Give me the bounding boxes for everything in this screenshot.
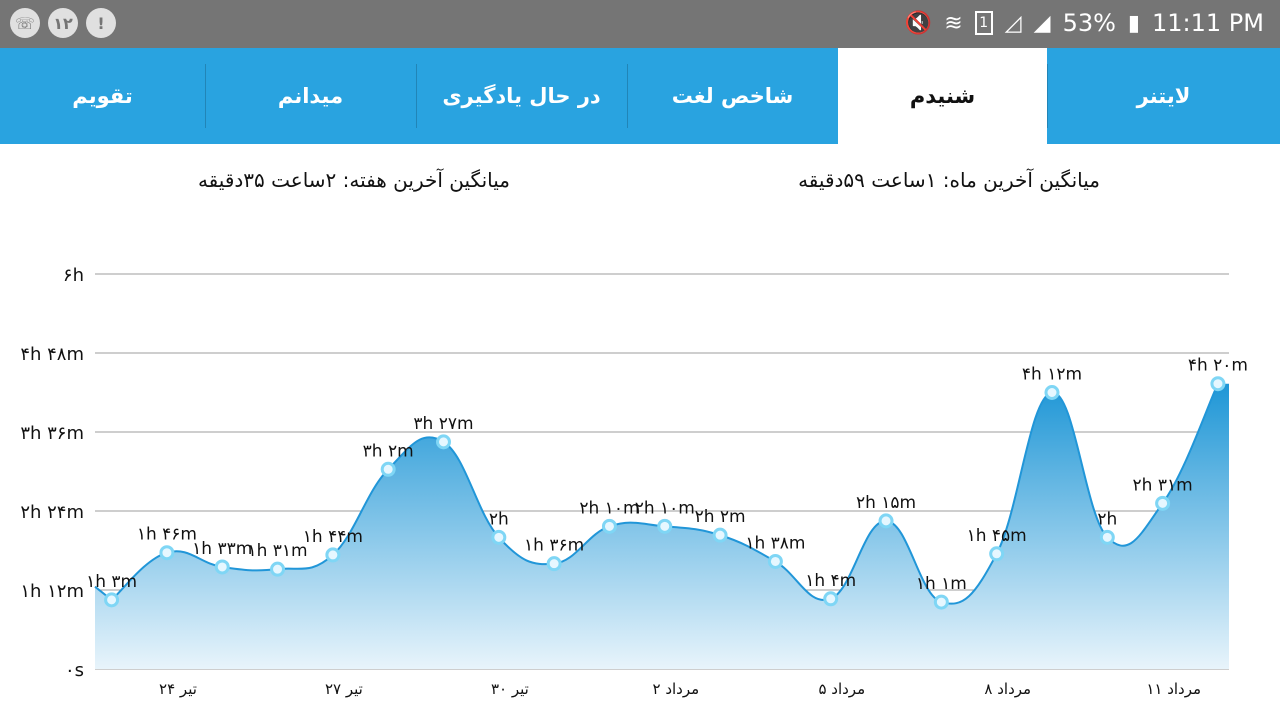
x-tick-label: ۵ مرداد [818,680,865,698]
chart: ۰s ۱h ۱۲m ۲h ۲۴m ۳h ۳۶m ۴h ۴۸m ۶h ۱h ۳m ۱h ۴۶m… [0,240,1280,720]
data-point[interactable] [325,547,341,563]
whatsapp-icon: ☏ [10,8,40,38]
status-left-icons: ☏ ۱۲ ! [10,8,116,38]
data-point[interactable] [767,553,783,569]
data-label: ۴h ۱۲m [1022,365,1082,385]
data-point[interactable] [1044,385,1060,400]
status-right: 🔇 ≋ 1 ◿ ◢ 53% ▮ 11:11 PM [905,9,1264,37]
wifi-icon: ≋ [944,10,963,36]
tab-known[interactable]: میدانم [205,48,416,144]
data-label: ۲h [1097,509,1117,529]
x-tick-label: ۳۰ تیر [491,680,529,698]
battery-percent: 53% [1062,9,1116,37]
data-point[interactable] [933,594,949,610]
x-tick-label: ۲۴ تیر [159,680,197,698]
month-average: میانگین آخرین ماه: ۱ساعت ۵۹دقیقه [798,168,1100,192]
data-point[interactable] [491,529,507,545]
data-point[interactable] [989,546,1005,562]
data-point[interactable] [435,434,451,450]
data-label: ۱h ۳۱m [247,541,307,561]
tab-heard[interactable]: شنیدم [838,48,1047,144]
data-label: ۲h ۱۰m [579,498,639,518]
data-point[interactable] [712,527,728,543]
alert-icon: ! [86,8,116,38]
data-label: ۲h ۱۵m [856,493,916,513]
battery-icon: ▮ [1127,10,1141,36]
data-label: ۴h ۲۰m [1188,356,1248,376]
data-point[interactable] [657,518,673,534]
data-label: ۳h ۲m [363,441,414,461]
y-tick-label: ۶h [63,265,84,286]
y-tick-label: ۳h ۳۶m [20,423,84,444]
data-label: ۳h ۲۷m [413,414,473,434]
data-point[interactable] [104,592,120,608]
data-point[interactable] [159,545,175,561]
usage-area-chart: ۰s ۱h ۱۲m ۲h ۲۴m ۳h ۳۶m ۴h ۴۸m ۶h ۱h ۳m ۱h ۴۶m… [20,265,1248,698]
data-label: ۱h ۱m [916,574,967,594]
tab-bar: لایتنر شنیدم شاخص لغت در حال یادگیری مید… [0,48,1280,144]
data-label: ۱h ۳۳m [192,539,252,559]
data-point[interactable] [1210,376,1226,392]
data-label: ۲h ۳۱m [1133,475,1193,495]
data-label: ۱h ۴m [805,571,856,591]
data-point[interactable] [1099,529,1115,545]
x-tick-label: ۲۷ تیر [325,680,363,698]
data-point[interactable] [214,559,230,575]
data-label: ۱h ۴۵m [967,526,1027,546]
tab-leitner[interactable]: لایتنر [1047,48,1280,144]
y-tick-label: ۴h ۴۸m [20,344,84,365]
data-label: ۱h ۴۶m [137,525,197,545]
week-average: میانگین آخرین هفته: ۲ساعت ۳۵دقیقه [197,168,510,192]
signal-icon: ◿ [1004,10,1022,36]
data-point[interactable] [380,461,396,477]
y-tick-label: ۱h ۱۲m [20,581,84,602]
status-bar: ☏ ۱۲ ! 🔇 ≋ 1 ◿ ◢ 53% ▮ 11:11 PM [0,0,1280,48]
tab-calendar[interactable]: تقویم [72,84,133,108]
data-label: ۲h ۲m [695,507,746,527]
sim-icon: 1 [974,11,993,35]
stats-row: میانگین آخرین ماه: ۱ساعت ۵۹دقیقه میانگین… [0,168,1280,198]
y-tick-label: ۲h ۲۴m [20,502,84,523]
clock: 11:11 PM [1152,9,1264,37]
x-tick-label: ۸ مرداد [984,680,1031,698]
data-point[interactable] [270,561,286,577]
data-label: ۱h ۴۴m [303,527,363,547]
data-point[interactable] [1155,495,1171,511]
notification-count-icon: ۱۲ [48,8,78,38]
tab-word-index[interactable]: شاخص لغت [627,48,838,144]
signal-icon-2: ◢ [1033,10,1051,36]
data-point[interactable] [878,513,894,529]
tab-learning[interactable]: در حال یادگیری [416,48,627,144]
data-label: ۲h [489,509,509,529]
y-tick-label: ۰s [65,660,84,681]
data-point[interactable] [546,556,562,572]
data-point[interactable] [601,518,617,534]
x-tick-label: ۲ مرداد [652,680,699,698]
data-point[interactable] [823,591,839,607]
data-label: ۱h ۳۸m [745,533,805,553]
x-tick-label: ۱۱ مرداد [1146,680,1201,698]
data-label: ۱h ۳۶m [524,536,584,556]
data-label: ۲h ۱۰m [635,498,695,518]
data-label: ۱h ۳m [86,572,137,592]
mute-icon: 🔇 [904,10,933,36]
